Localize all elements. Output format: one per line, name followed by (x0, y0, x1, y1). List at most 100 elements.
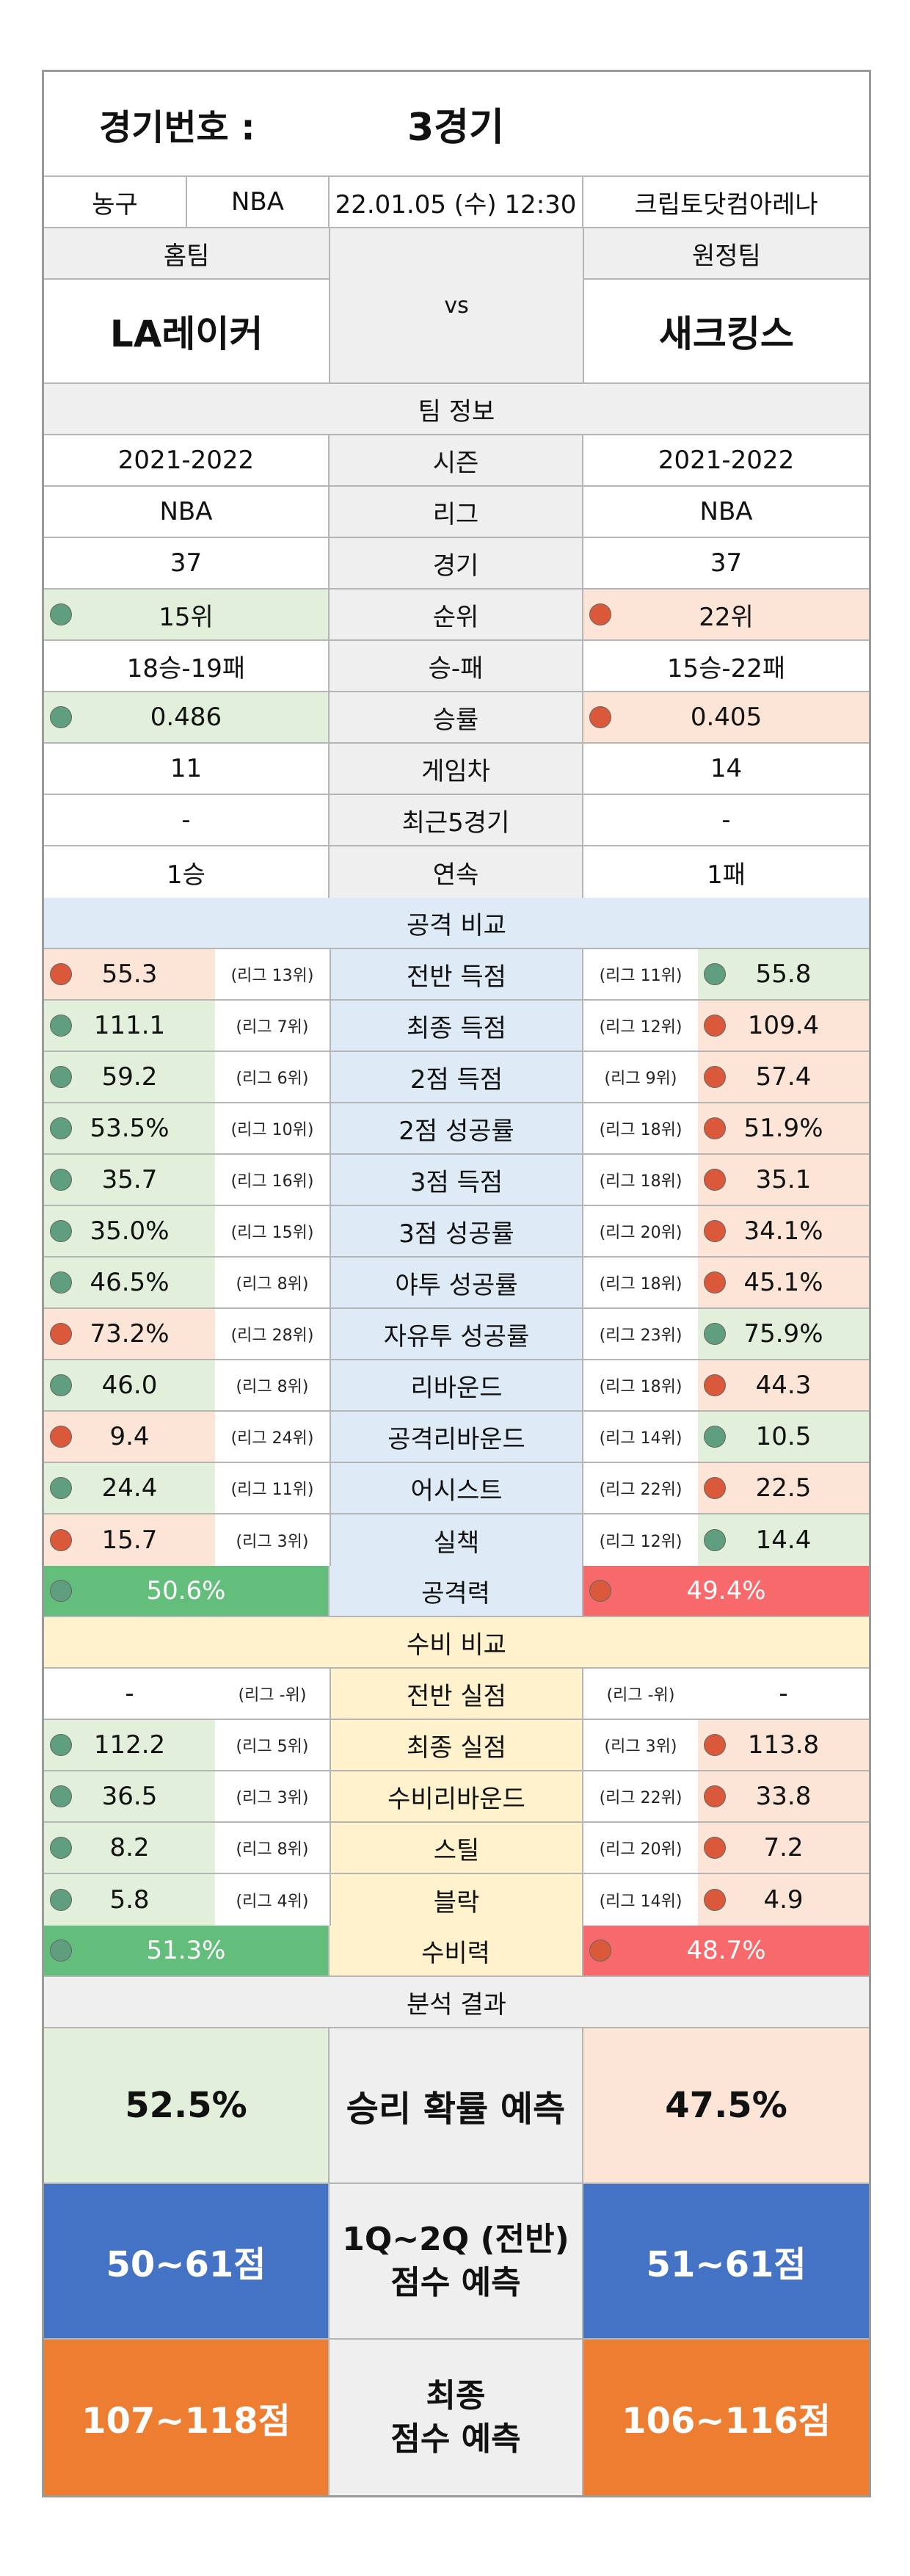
home-value: 35.0% (90, 1216, 170, 1246)
bad-dot-icon (704, 1374, 726, 1396)
good-dot-icon (50, 1169, 72, 1191)
home-value: 35.7 (101, 1165, 158, 1194)
home-league-rank: (리그 8위) (215, 1258, 330, 1307)
team-info-row: 11 게임차 14 (44, 744, 869, 795)
away-league-rank: (리그 20위) (583, 1206, 698, 1256)
away-value-cell: 0.405 (583, 692, 869, 742)
away-value: 35.1 (755, 1165, 812, 1194)
bad-dot-icon (50, 1323, 72, 1345)
home-league-rank: (리그 15위) (215, 1206, 330, 1256)
bad-dot-icon (589, 1580, 612, 1602)
team-info-row: - 최근5경기 - (44, 795, 869, 846)
defense-row: 8.2 (리그 8위) 스틸 (리그 20위) 7.2 (44, 1823, 869, 1874)
defense-row: - (리그 -위) 전반 실점 (리그 -위) - (44, 1669, 869, 1720)
home-value: - (125, 1679, 134, 1708)
away-value: 37 (710, 548, 743, 578)
home-stat-cell: 35.7 (리그 16위) (44, 1155, 331, 1205)
away-value: 2021-2022 (658, 446, 795, 475)
home-win-prob: 52.5% (44, 2028, 330, 2183)
home-value-cell: 15위 (44, 589, 330, 639)
away-stat-cell: (리그 20위) 34.1% (583, 1206, 869, 1256)
away-value: NBA (699, 497, 753, 526)
venue-cell: 크립토닷컴아레나 (634, 189, 818, 219)
away-value: 55.8 (755, 959, 812, 989)
bad-dot-icon (589, 1940, 612, 1962)
final-label-line2: 점수 예측 (390, 2420, 521, 2458)
stat-label: 전반 득점 (331, 949, 583, 999)
home-league-rank: (리그 7위) (215, 1001, 330, 1051)
away-value: 51.9% (743, 1114, 823, 1143)
away-league-rank: (리그 22위) (583, 1771, 698, 1821)
home-value: 73.2% (90, 1319, 170, 1349)
away-stat-value: 44.3 (698, 1360, 869, 1410)
away-league-rank: (리그 18위) (583, 1258, 698, 1307)
away-value: 34.1% (743, 1216, 823, 1246)
away-value: 45.1% (743, 1268, 823, 1297)
away-value-cell: 1패 (583, 846, 869, 898)
home-league-rank: (리그 6위) (215, 1052, 330, 1102)
vs-label: vs (330, 228, 584, 382)
good-dot-icon (704, 1426, 726, 1448)
defense-title: 수비 비교 (407, 1630, 506, 1660)
stat-label: 자유투 성공률 (331, 1309, 583, 1359)
bad-dot-icon (704, 1271, 726, 1294)
home-league-rank: (리그 8위) (215, 1360, 330, 1410)
team-info-row: 1승 연속 1패 (44, 846, 869, 898)
home-value: 2021-2022 (117, 446, 255, 475)
away-league-rank: (리그 12위) (583, 1514, 698, 1566)
good-dot-icon (50, 1940, 72, 1962)
home-stat-value: 8.2 (44, 1823, 215, 1873)
stat-label: 2점 성공률 (331, 1103, 583, 1153)
home-stat-value: 111.1 (44, 1001, 215, 1051)
away-stat-cell: (리그 12위) 14.4 (583, 1514, 869, 1566)
home-league-rank: (리그 4위) (215, 1874, 330, 1926)
win-prob-label: 승리 확률 예측 (329, 2028, 584, 2183)
team-info-title: 팀 정보 (418, 396, 495, 427)
stat-label: 시즌 (329, 435, 584, 485)
home-value: 5.8 (109, 1885, 150, 1915)
home-stat-value: 53.5% (44, 1103, 215, 1153)
home-league-rank: (리그 13위) (215, 949, 330, 999)
attack-row: 53.5% (리그 10위) 2점 성공률 (리그 18위) 51.9% (44, 1103, 869, 1155)
away-stat-cell: (리그 18위) 51.9% (583, 1103, 869, 1153)
stat-label: 리그 (329, 487, 584, 537)
attack-row: 35.0% (리그 15위) 3점 성공률 (리그 20위) 34.1% (44, 1206, 869, 1258)
bad-dot-icon (704, 1066, 726, 1088)
attack-row: 59.2 (리그 6위) 2점 득점 (리그 9위) 57.4 (44, 1052, 869, 1103)
home-value: 46.0 (101, 1371, 158, 1400)
home-stat-cell: 111.1 (리그 7위) (44, 1001, 331, 1051)
half-label-line2: 점수 예측 (390, 2264, 521, 2301)
defense-row: 112.2 (리그 5위) 최종 실점 (리그 3위) 113.8 (44, 1720, 869, 1771)
away-league-rank: (리그 22위) (583, 1463, 698, 1513)
away-league-rank: (리그 20위) (583, 1823, 698, 1873)
home-value-cell: 2021-2022 (44, 435, 330, 485)
home-stat-cell: 59.2 (리그 6위) (44, 1052, 331, 1102)
stat-label: 연속 (329, 846, 584, 898)
away-value: 33.8 (755, 1782, 812, 1811)
home-value-cell: 11 (44, 744, 330, 794)
attack-power-label: 공격력 (329, 1566, 584, 1616)
away-league-rank: (리그 18위) (583, 1155, 698, 1205)
away-value: 113.8 (747, 1730, 820, 1760)
home-league-rank: (리그 24위) (215, 1412, 330, 1462)
home-value: 59.2 (101, 1062, 158, 1092)
away-value: 109.4 (747, 1011, 820, 1040)
home-stat-value: 35.7 (44, 1155, 215, 1205)
home-value: 15위 (159, 602, 214, 632)
away-value-cell: 37 (583, 538, 869, 588)
away-stat-value: 75.9% (698, 1309, 869, 1359)
away-value: 22.5 (755, 1473, 812, 1503)
away-value: 10.5 (755, 1422, 812, 1451)
away-stat-value: 33.8 (698, 1771, 869, 1821)
away-value: 1패 (707, 860, 746, 890)
win-prob-row: 52.5% 승리 확률 예측 47.5% (44, 2028, 869, 2184)
home-stat-value: 55.3 (44, 949, 215, 999)
stat-label: 리바운드 (331, 1360, 583, 1410)
home-final-score: 107~118점 (44, 2340, 330, 2495)
away-team-name: 새크킹스 (658, 313, 794, 355)
stat-label: 전반 실점 (331, 1669, 583, 1719)
home-half-score: 50~61점 (44, 2184, 330, 2338)
good-dot-icon (50, 1066, 72, 1088)
sport-cell: 농구 (44, 177, 187, 227)
away-league-rank: (리그 12위) (583, 1001, 698, 1051)
